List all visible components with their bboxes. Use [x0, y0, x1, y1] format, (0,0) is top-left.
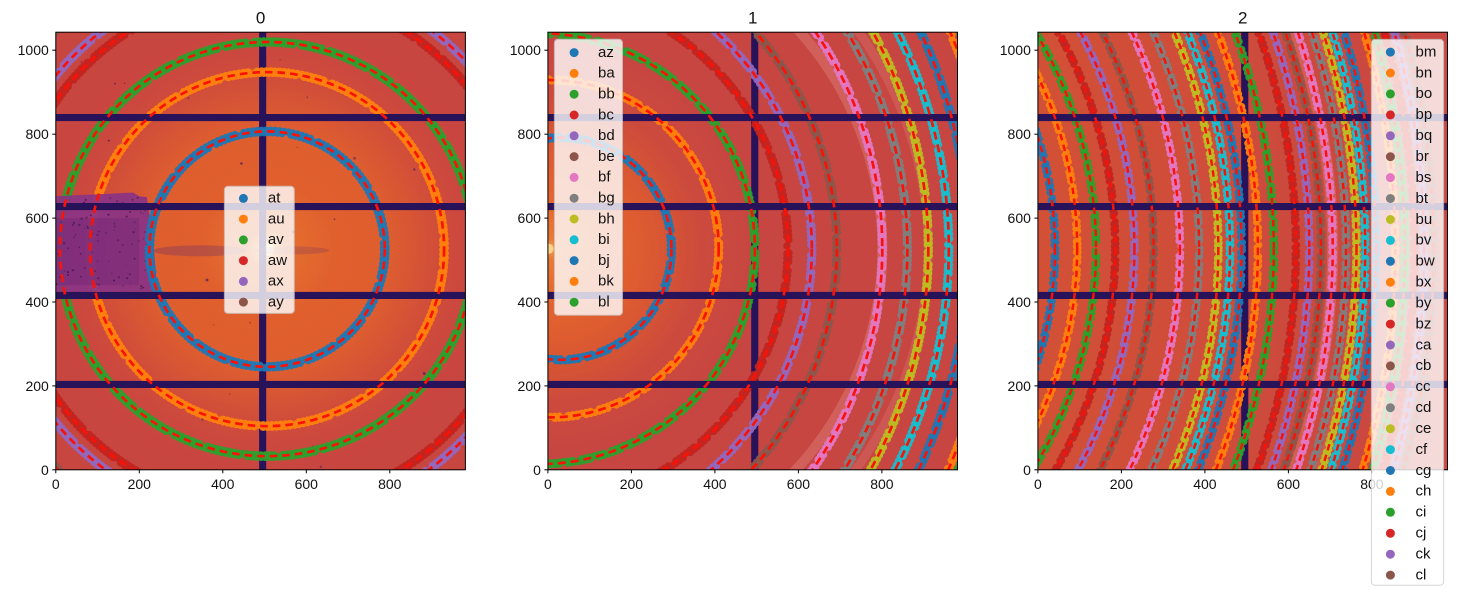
svg-text:bb: bb	[598, 86, 615, 103]
svg-text:200: 200	[1008, 378, 1032, 394]
svg-text:bi: bi	[598, 231, 610, 248]
svg-text:0: 0	[544, 476, 552, 492]
svg-text:br: br	[1416, 148, 1429, 165]
svg-text:0: 0	[533, 462, 541, 478]
svg-text:0: 0	[52, 476, 60, 492]
svg-text:200: 200	[128, 476, 152, 492]
svg-text:bv: bv	[1416, 232, 1432, 249]
svg-text:az: az	[598, 44, 614, 61]
svg-text:600: 600	[25, 210, 49, 226]
svg-text:400: 400	[1193, 476, 1217, 492]
svg-text:400: 400	[1008, 294, 1032, 310]
svg-text:400: 400	[25, 294, 49, 310]
svg-text:cj: cj	[1416, 525, 1427, 542]
svg-text:bu: bu	[1416, 211, 1433, 228]
svg-text:0: 0	[1034, 476, 1042, 492]
svg-text:800: 800	[518, 126, 542, 142]
svg-text:1000: 1000	[510, 42, 541, 58]
svg-text:ax: ax	[268, 273, 284, 290]
svg-text:au: au	[268, 210, 285, 227]
svg-text:bc: bc	[598, 106, 614, 123]
svg-text:by: by	[1416, 294, 1432, 311]
svg-text:bm: bm	[1416, 43, 1437, 60]
svg-text:400: 400	[211, 476, 235, 492]
svg-text:0: 0	[256, 9, 265, 28]
svg-text:400: 400	[518, 294, 542, 310]
svg-text:cd: cd	[1416, 399, 1432, 416]
svg-text:aw: aw	[268, 252, 287, 269]
svg-text:bn: bn	[1416, 64, 1433, 81]
svg-text:cg: cg	[1416, 462, 1432, 479]
svg-text:0: 0	[41, 462, 49, 478]
svg-text:800: 800	[1008, 126, 1032, 142]
svg-text:200: 200	[25, 378, 49, 394]
svg-text:ce: ce	[1416, 420, 1432, 437]
svg-text:1000: 1000	[18, 42, 49, 58]
svg-text:bq: bq	[1416, 127, 1433, 144]
svg-text:cl: cl	[1416, 566, 1427, 583]
svg-text:ca: ca	[1416, 336, 1433, 353]
svg-text:bg: bg	[598, 190, 615, 207]
svg-text:0: 0	[1023, 462, 1031, 478]
svg-text:400: 400	[703, 476, 727, 492]
svg-text:bx: bx	[1416, 274, 1432, 291]
svg-text:ch: ch	[1416, 483, 1432, 500]
svg-text:200: 200	[620, 476, 644, 492]
svg-text:cc: cc	[1416, 378, 1432, 395]
svg-text:bl: bl	[598, 294, 610, 311]
svg-text:at: at	[268, 190, 281, 207]
svg-text:600: 600	[295, 476, 319, 492]
svg-text:800: 800	[378, 476, 402, 492]
svg-text:be: be	[598, 148, 615, 165]
svg-text:800: 800	[25, 126, 49, 142]
svg-text:1000: 1000	[1000, 42, 1031, 58]
svg-text:bt: bt	[1416, 190, 1429, 207]
svg-text:600: 600	[518, 210, 542, 226]
svg-text:200: 200	[1110, 476, 1134, 492]
svg-text:ck: ck	[1416, 546, 1432, 563]
svg-text:bs: bs	[1416, 169, 1432, 186]
svg-text:ay: ay	[268, 293, 284, 310]
svg-text:2: 2	[1238, 9, 1247, 28]
svg-text:bj: bj	[598, 252, 610, 269]
svg-text:ba: ba	[598, 65, 615, 82]
svg-text:bd: bd	[598, 127, 615, 144]
svg-text:bo: bo	[1416, 85, 1433, 102]
svg-text:800: 800	[870, 476, 894, 492]
svg-text:bf: bf	[598, 169, 611, 186]
svg-text:bz: bz	[1416, 315, 1432, 332]
svg-text:600: 600	[1008, 210, 1032, 226]
svg-text:ci: ci	[1416, 504, 1427, 521]
svg-text:cb: cb	[1416, 357, 1432, 374]
svg-text:1: 1	[748, 9, 757, 28]
svg-text:bw: bw	[1416, 253, 1435, 270]
svg-text:bk: bk	[598, 273, 614, 290]
svg-text:cf: cf	[1416, 441, 1429, 458]
svg-text:200: 200	[518, 378, 542, 394]
svg-text:av: av	[268, 231, 284, 248]
svg-text:bh: bh	[598, 210, 615, 227]
svg-text:bp: bp	[1416, 106, 1433, 123]
svg-text:600: 600	[787, 476, 811, 492]
svg-text:600: 600	[1277, 476, 1301, 492]
